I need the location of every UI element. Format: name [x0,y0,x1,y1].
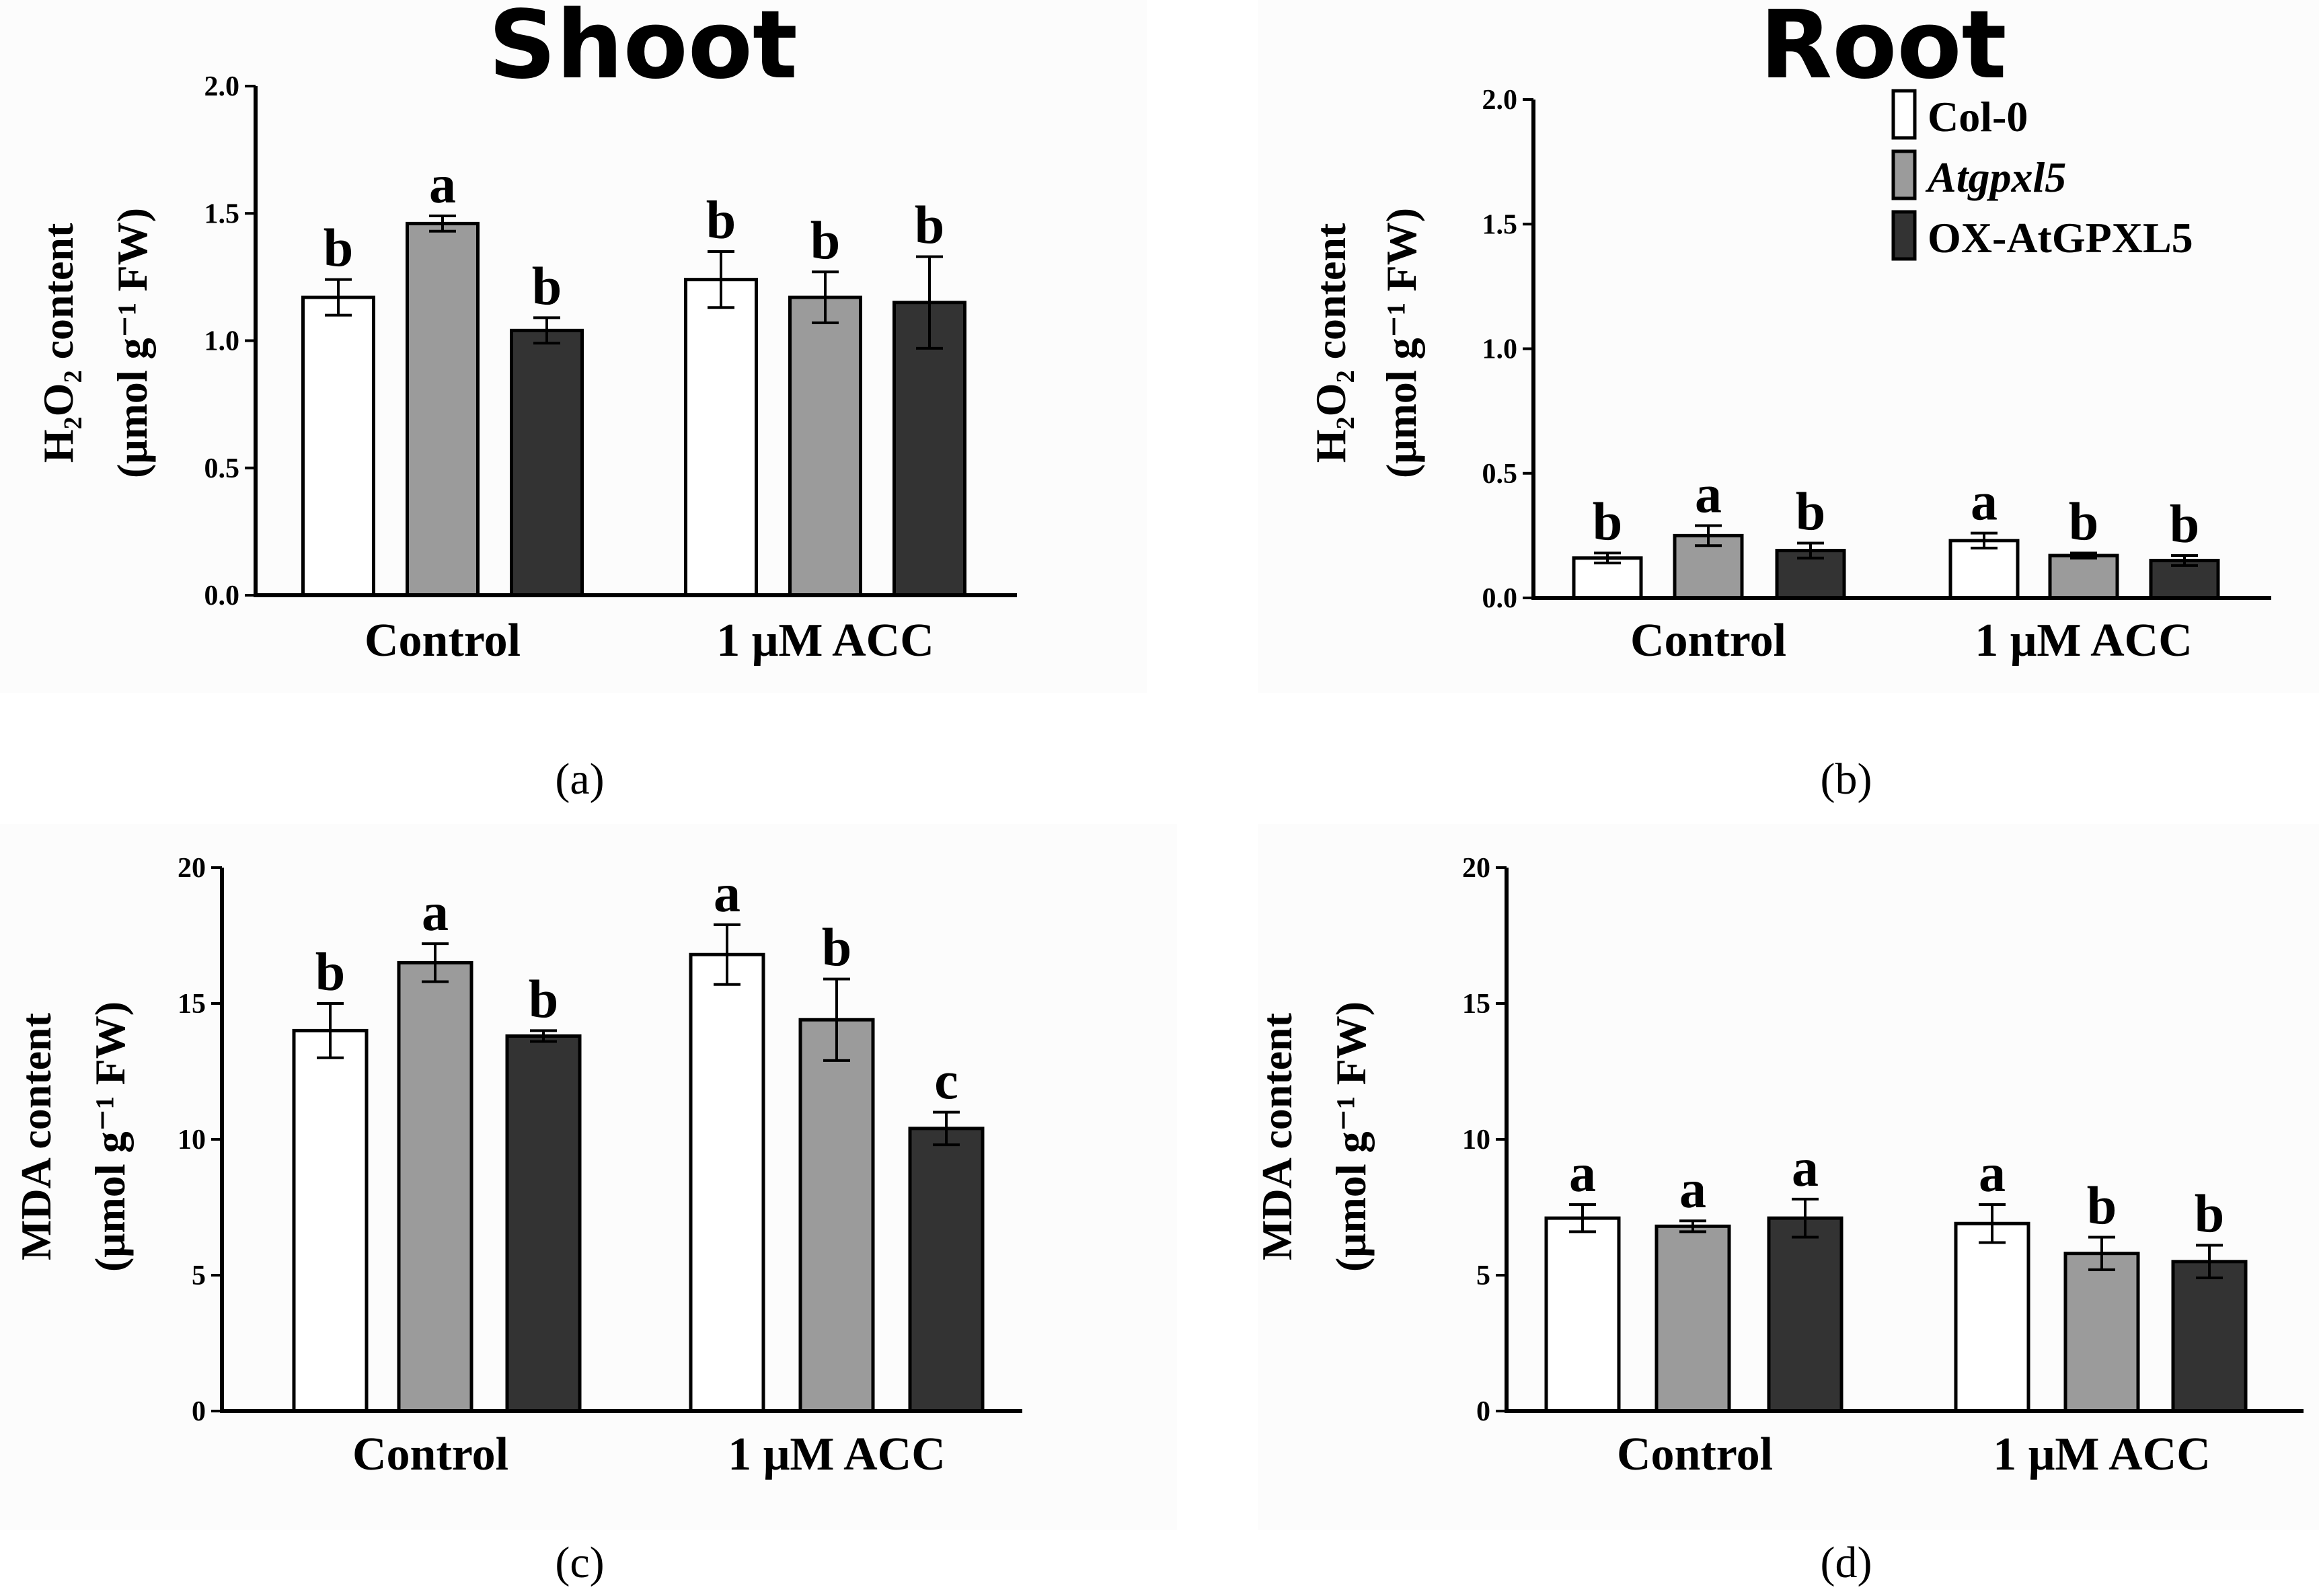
panel-caption: (b) [1821,755,1872,804]
y-axis-label: H₂O₂ content [1307,223,1355,463]
significance-letter: a [422,883,449,942]
y-axis-unit-label: (μmol g⁻¹ FW) [108,208,156,478]
bar [798,1018,875,1413]
bar [2063,1252,2140,1413]
chart-panel-3: a a a b a b 0 5 10 15 20 Control 1 μM ACC MDA content… [1253,824,2319,1587]
y-tick-label: 1.0 [1482,334,1518,365]
y-tick-label: 15 [1462,989,1490,1020]
bar [292,1028,369,1413]
bar [689,952,765,1413]
bar [684,278,758,597]
y-axis-unit-label: (μmol g⁻¹ FW) [86,1001,134,1272]
significance-letter: a [1695,465,1722,525]
y-tick-label: 5 [192,1260,206,1291]
significance-letter: b [810,211,841,270]
bar [788,295,862,597]
bar [908,1127,985,1413]
y-axis-unit-label: (μmol g⁻¹ FW) [1327,1001,1375,1272]
y-tick-label: 0.5 [204,453,240,484]
panel-caption: (d) [1821,1538,1872,1587]
significance-letter: a [1979,1144,2006,1203]
y-tick-label: 0.5 [1482,459,1518,490]
legend-label: Atgpxl5 [1925,153,2066,201]
chart-panel-2: b a a b b c 0 5 10 15 20 Control 1 μM ACC MDA content… [0,824,1177,1587]
legend-label: OX-AtGPXL5 [1928,214,2193,262]
significance-letter: a [1792,1139,1819,1198]
x-category-label: 1 μM ACC [1975,615,2193,667]
significance-letter: a [1569,1144,1596,1203]
y-axis-label: H₂O₂ content [34,223,82,463]
y-tick-label: 20 [178,853,206,884]
x-category-label: 1 μM ACC [728,1429,946,1480]
chart-panel-1: b a a b b b 0.0 0.5 1.0 1.5 2.0 Control 1 μM ACC H₂O₂… [1258,0,2319,804]
significance-letter: b [2170,495,2200,554]
y-tick-label: 2.0 [204,71,240,102]
x-category-label: Control [1630,615,1786,667]
significance-letter: b [915,196,945,256]
significance-letter: b [822,919,852,978]
y-tick-label: 1.0 [204,326,240,357]
y-tick-label: 20 [1462,853,1490,884]
bar [406,221,480,597]
legend-swatch [1891,89,1917,140]
y-axis-unit-label: (μmol g⁻¹ FW) [1377,208,1425,478]
x-category-label: Control [352,1429,508,1480]
bar [505,1034,582,1413]
bar [1767,1216,1843,1413]
x-category-label: Control [1617,1429,1773,1480]
x-category-label: Control [365,615,521,667]
chart-panel-0: b b a b b b 0.0 0.5 1.0 1.5 2.0 Control 1 μM ACC H₂O₂… [0,0,1147,804]
y-tick-label: 10 [1462,1125,1490,1155]
y-tick-label: 0 [192,1396,206,1427]
y-axis-label: MDA content [1253,1012,1301,1260]
panel-title: Root [1759,0,2006,100]
legend-label: Col-0 [1928,93,2028,141]
bar [1954,1221,2030,1413]
significance-letter: b [315,943,346,1002]
significance-letter: a [714,864,740,923]
bar [510,328,584,597]
significance-letter: b [1593,492,1623,552]
panel-background [0,824,1177,1530]
y-tick-label: 0.0 [204,580,240,611]
significance-letter: b [2087,1176,2117,1236]
y-tick-label: 1.5 [204,198,240,229]
significance-letter: a [429,155,456,215]
legend: Col-0 Atgpxl5 OX-AtGPXL5 [1891,89,2193,262]
panel-caption: (a) [555,755,604,804]
significance-letter: b [1796,482,1826,541]
panel-caption: (c) [555,1538,604,1587]
legend-swatch [1891,210,1917,261]
y-tick-label: 10 [178,1125,206,1155]
x-category-label: 1 μM ACC [716,615,934,667]
significance-letter: a [1971,473,1998,532]
y-tick-label: 1.5 [1482,209,1518,240]
significance-letter: a [1679,1160,1706,1219]
y-tick-label: 15 [178,989,206,1020]
significance-letter: c [934,1052,958,1111]
bar [2048,554,2119,600]
legend-swatch [1891,149,1917,200]
significance-letter: b [2195,1185,2225,1244]
y-tick-label: 0.0 [1482,583,1518,614]
y-tick-label: 0 [1476,1396,1490,1427]
panel-title: Shoot [488,0,798,100]
y-axis-label: MDA content [12,1012,60,1260]
bar [2171,1260,2248,1413]
bar [397,960,473,1413]
bar [1544,1216,1621,1413]
panel-background [1258,824,2319,1530]
significance-letter: b [532,257,562,316]
y-tick-label: 2.0 [1482,85,1518,116]
significance-letter: b [706,191,736,250]
bar [1655,1224,1731,1413]
significance-letter: b [324,219,354,278]
y-tick-label: 5 [1476,1260,1490,1291]
bar [301,295,375,597]
significance-letter: b [2069,492,2099,552]
x-category-label: 1 μM ACC [1993,1429,2211,1480]
significance-letter: b [529,970,559,1029]
